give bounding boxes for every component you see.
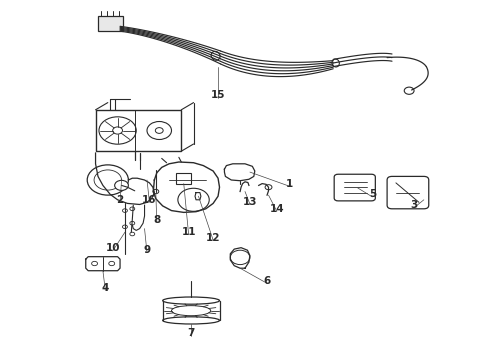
FancyBboxPatch shape [334,174,375,201]
Text: 12: 12 [206,233,220,243]
Circle shape [130,232,135,236]
Circle shape [99,117,136,144]
Text: 16: 16 [142,195,157,205]
Circle shape [265,185,272,190]
Text: 14: 14 [270,204,284,214]
Text: 7: 7 [187,328,195,338]
Text: 6: 6 [264,276,270,286]
Circle shape [94,170,122,190]
Circle shape [230,250,250,265]
Circle shape [115,180,128,190]
Bar [176,173,191,184]
Text: 3: 3 [411,200,417,210]
Ellipse shape [163,317,220,324]
Circle shape [147,122,172,140]
Text: 13: 13 [243,197,257,207]
Circle shape [109,261,115,266]
Text: 4: 4 [101,283,109,293]
Ellipse shape [172,306,211,316]
Ellipse shape [163,297,220,304]
FancyBboxPatch shape [387,176,429,209]
Circle shape [153,189,159,194]
Text: 2: 2 [117,195,123,205]
Text: 10: 10 [105,243,120,253]
Circle shape [155,128,163,134]
Circle shape [113,127,122,134]
Circle shape [178,188,209,211]
Text: 1: 1 [286,179,293,189]
Bar [96,110,181,151]
Text: 11: 11 [181,227,196,237]
Circle shape [130,221,135,225]
Text: 9: 9 [144,245,150,255]
Circle shape [130,207,135,211]
Text: 15: 15 [211,90,225,100]
Ellipse shape [332,59,340,67]
Circle shape [122,209,127,212]
Circle shape [404,87,414,94]
Circle shape [92,261,98,266]
Bar [98,16,122,31]
Ellipse shape [211,51,220,60]
Text: 5: 5 [369,189,376,199]
Circle shape [122,225,127,229]
Circle shape [87,165,128,195]
Text: 8: 8 [153,215,160,225]
